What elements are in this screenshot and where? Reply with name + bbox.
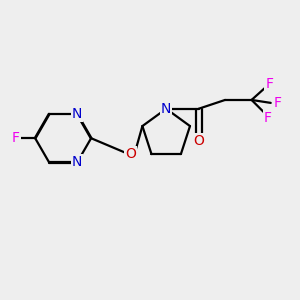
Text: N: N [72,155,82,170]
Text: O: O [193,134,204,148]
Text: N: N [161,102,171,116]
Text: F: F [12,131,20,145]
Text: N: N [72,107,82,121]
Text: O: O [125,147,136,161]
Text: F: F [274,96,282,110]
Text: F: F [265,77,273,91]
Text: F: F [264,111,272,124]
